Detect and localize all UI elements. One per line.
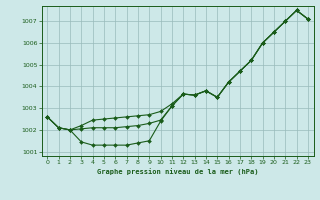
X-axis label: Graphe pression niveau de la mer (hPa): Graphe pression niveau de la mer (hPa): [97, 168, 258, 175]
